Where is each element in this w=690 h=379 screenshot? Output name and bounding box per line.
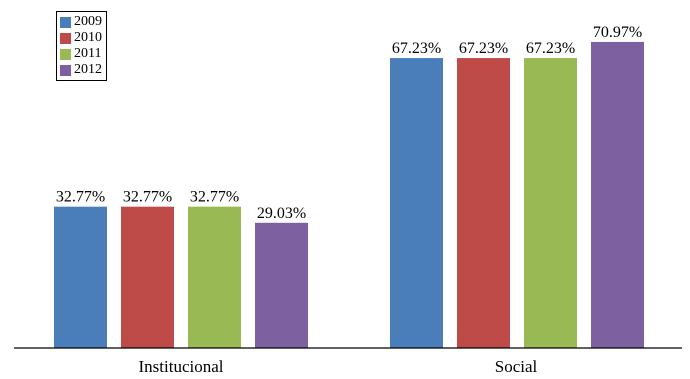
bar-institucional-2010 xyxy=(121,206,174,348)
category-label-institucional: Institucional xyxy=(139,357,224,376)
legend-label-2011: 2011 xyxy=(74,46,102,61)
data-label-social-2010: 67.23% xyxy=(459,40,508,57)
bar-institucional-2012 xyxy=(255,222,308,348)
legend-item-2012: 2012 xyxy=(60,62,102,78)
legend-label-2009: 2009 xyxy=(74,14,102,29)
data-label-institucional-2009: 32.77% xyxy=(56,189,105,206)
bar-social-2010 xyxy=(457,58,510,349)
data-label-social-2011: 67.23% xyxy=(526,40,575,57)
data-label-institucional-2011: 32.77% xyxy=(190,189,239,206)
legend-swatch-2011 xyxy=(60,48,71,60)
bar-social-2012 xyxy=(591,41,644,349)
legend-item-2010: 2010 xyxy=(60,30,102,46)
legend: 2009 2010 2011 2012 xyxy=(56,11,107,81)
legend-swatch-2010 xyxy=(60,32,71,44)
data-label-social-2009: 67.23% xyxy=(392,40,441,57)
data-labels-layer: 32.77% 32.77% 32.77% 29.03% 67.23% 67.23% 67.2… xyxy=(56,24,642,222)
legend-label-2010: 2010 xyxy=(74,30,102,45)
legend-item-2009: 2009 xyxy=(60,14,102,30)
legend-label-2012: 2012 xyxy=(74,62,102,77)
bar-institucional-2011 xyxy=(188,206,241,348)
data-label-institucional-2010: 32.77% xyxy=(123,189,172,206)
legend-swatch-2009 xyxy=(60,16,71,28)
data-label-social-2012: 70.97% xyxy=(593,24,642,41)
bar-social-2009 xyxy=(390,58,443,349)
bars-layer xyxy=(54,41,644,349)
data-label-institucional-2012: 29.03% xyxy=(257,205,306,222)
bar-social-2011 xyxy=(524,58,577,349)
legend-swatch-2012 xyxy=(60,64,71,76)
category-label-social: Social xyxy=(495,357,538,376)
bar-institucional-2009 xyxy=(54,206,107,348)
legend-item-2011: 2011 xyxy=(60,46,102,62)
